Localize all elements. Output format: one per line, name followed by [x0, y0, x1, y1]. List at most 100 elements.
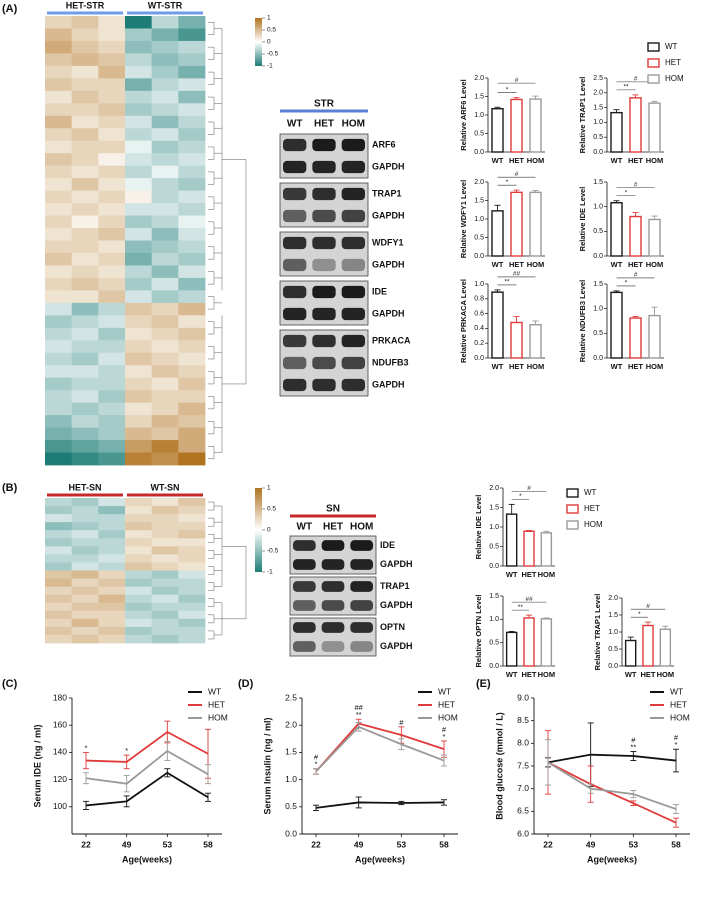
heatmap-cell	[125, 140, 153, 154]
heatmap-cell	[151, 140, 179, 154]
protein-label: GAPDH	[372, 161, 405, 171]
heatmap-cell	[45, 165, 73, 179]
y-tick-label: 1.0	[474, 281, 484, 288]
significance-label: *	[315, 760, 318, 769]
heatmap-cell	[125, 626, 153, 636]
heatmap-cell	[178, 546, 206, 555]
x-tick-label: HET	[522, 670, 537, 679]
protein-label: TRAP1	[372, 188, 402, 198]
heatmap-cell	[71, 103, 99, 117]
heatmap-cell	[178, 16, 206, 29]
significance-label: #	[527, 485, 531, 492]
significance-label: *	[625, 280, 628, 287]
band	[341, 334, 365, 348]
x-tick-label: WT	[611, 156, 623, 165]
y-axis-label: Relative TRAP1 Level	[578, 77, 587, 154]
colorbar-label: 0	[267, 527, 271, 534]
bar	[624, 639, 637, 667]
bar	[529, 98, 542, 153]
panel-label: (B)	[2, 482, 18, 494]
band	[321, 540, 345, 551]
heatmap-cell	[71, 140, 99, 154]
heatmap-cell	[98, 390, 126, 404]
heatmap-cell	[71, 240, 99, 254]
significance-label: *	[506, 179, 509, 186]
heatmap-cell	[125, 578, 153, 588]
x-tick-label: WT	[506, 670, 518, 679]
significance-label: #	[634, 181, 638, 188]
protein-label: GAPDH	[380, 641, 413, 651]
heatmap-cell	[178, 90, 206, 104]
heatmap-cell	[98, 377, 126, 391]
heatmap-cell	[178, 228, 206, 241]
heatmap-cell	[71, 78, 99, 92]
y-tick-label: 0.2	[474, 340, 484, 347]
heatmap-cell	[125, 190, 153, 204]
x-tick-label: 58	[439, 839, 449, 849]
heatmap-cell	[71, 228, 99, 241]
heatmap-cell	[98, 340, 126, 354]
heatmap-cell	[151, 65, 179, 79]
colorbar-label: 0	[267, 39, 271, 46]
band	[293, 641, 316, 652]
heatmap-cell	[178, 290, 206, 304]
lane-label: WT	[297, 522, 313, 533]
significance-label: #	[634, 272, 638, 279]
y-tick-label: 6.0	[517, 828, 529, 838]
x-tick-label: WT	[611, 260, 623, 269]
band	[341, 160, 365, 174]
band	[341, 356, 365, 370]
bar	[491, 291, 504, 359]
heatmap-cell	[178, 594, 206, 604]
heatmap-cell	[71, 53, 99, 67]
heatmap-cell	[151, 265, 179, 279]
significance-label: *	[506, 86, 509, 93]
heatmap-cell	[151, 16, 179, 29]
heatmap-cell	[125, 586, 153, 596]
heatmap-cell	[178, 427, 206, 441]
heatmap-cell	[45, 530, 73, 539]
heatmap-cell	[151, 618, 179, 628]
x-tick-label: 53	[397, 839, 407, 849]
y-tick-label: 7.0	[517, 783, 529, 793]
y-tick-label: 2.0	[474, 179, 484, 186]
y-tick-label: 0.5	[489, 543, 499, 550]
heatmap-cell	[45, 90, 73, 104]
heatmap-cell	[45, 546, 73, 555]
colorbar-label: 0.5	[267, 27, 276, 34]
heatmap-cell	[45, 402, 73, 416]
heatmap-cell	[125, 618, 153, 628]
significance-label: ##	[525, 596, 533, 603]
heatmap-cell	[45, 452, 73, 466]
y-tick-label: 9.0	[517, 692, 529, 702]
heatmap-cell	[98, 514, 126, 523]
legend-label: HOM	[438, 712, 458, 722]
heatmap-cell	[151, 578, 179, 588]
heatmap-cell	[98, 290, 126, 304]
heatmap-cell	[45, 140, 73, 154]
heatmap-cell	[151, 352, 179, 366]
heatmap-cell	[151, 103, 179, 117]
heatmap-cell	[98, 602, 126, 612]
band	[312, 138, 336, 152]
heatmap-cell	[45, 178, 73, 192]
x-axis-label: Age(weeks)	[355, 854, 405, 864]
significance-label: **	[518, 604, 524, 611]
band	[283, 307, 307, 321]
legend-label: HET	[208, 699, 225, 709]
y-axis-label: Blood glucose (mmol / L)	[494, 712, 504, 820]
x-tick-label: HET	[509, 362, 524, 371]
heatmap-cell	[45, 53, 73, 67]
heatmap-cell	[71, 28, 99, 42]
x-tick-label: HOM	[646, 260, 664, 269]
heatmap-cell	[71, 128, 99, 142]
colorbar-label: -1	[267, 569, 273, 576]
band	[312, 258, 336, 272]
significance-label: #	[399, 718, 404, 727]
legend-label: WT	[670, 686, 683, 696]
heatmap-cell	[45, 327, 73, 341]
region-label: STR	[314, 99, 335, 110]
heatmap-cell	[45, 228, 73, 241]
heatmap-cell	[151, 626, 179, 636]
heatmap-cell	[98, 440, 126, 453]
